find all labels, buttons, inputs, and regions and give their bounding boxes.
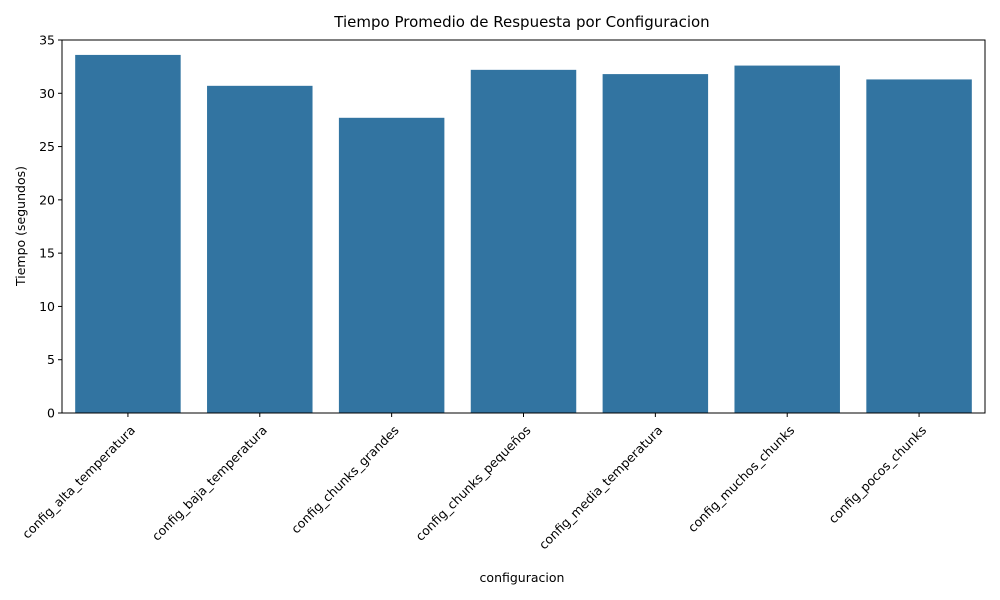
bar-config_chunks_grandes xyxy=(338,117,445,413)
bar-config_baja_temperatura xyxy=(207,85,313,413)
y-tick-label: 5 xyxy=(47,352,55,367)
y-tick-label: 10 xyxy=(39,299,55,314)
x-axis: config_alta_temperatura config_baja_tempe… xyxy=(19,413,929,552)
y-tick-label: 25 xyxy=(39,139,55,154)
bar-config_chunks_pequeños xyxy=(470,69,577,413)
x-axis-label: configuracion xyxy=(480,570,565,585)
y-tick-label: 30 xyxy=(39,86,55,101)
y-tick-label: 0 xyxy=(47,406,55,421)
bar-config_alta_temperatura xyxy=(75,54,181,414)
bar-config_muchos_chunks xyxy=(734,65,840,413)
y-tick-label: 15 xyxy=(39,246,55,261)
bar-config_pocos_chunks xyxy=(866,79,972,413)
x-tick-label: config_pocos_chunks xyxy=(825,423,929,527)
y-axis: 0 5 10 15 20 25 30 35 xyxy=(39,33,62,421)
chart-title: Tiempo Promedio de Respuesta por Configu… xyxy=(333,13,709,31)
y-tick-label: 20 xyxy=(39,192,55,207)
x-tick-label: config_muchos_chunks xyxy=(685,423,798,536)
y-tick-label: 35 xyxy=(39,33,55,48)
x-tick-label: config_chunks_grandes xyxy=(288,423,402,537)
x-tick-label: config_media_temperatura xyxy=(536,423,666,553)
x-tick-label: config_baja_temperatura xyxy=(149,423,270,544)
bar-config_media_temperatura xyxy=(602,74,709,414)
y-axis-label: Tiempo (segundos) xyxy=(13,166,28,287)
x-tick-label: config_chunks_pequeños xyxy=(412,423,533,544)
bars xyxy=(75,54,972,414)
x-tick-label: config_alta_temperatura xyxy=(19,423,138,542)
